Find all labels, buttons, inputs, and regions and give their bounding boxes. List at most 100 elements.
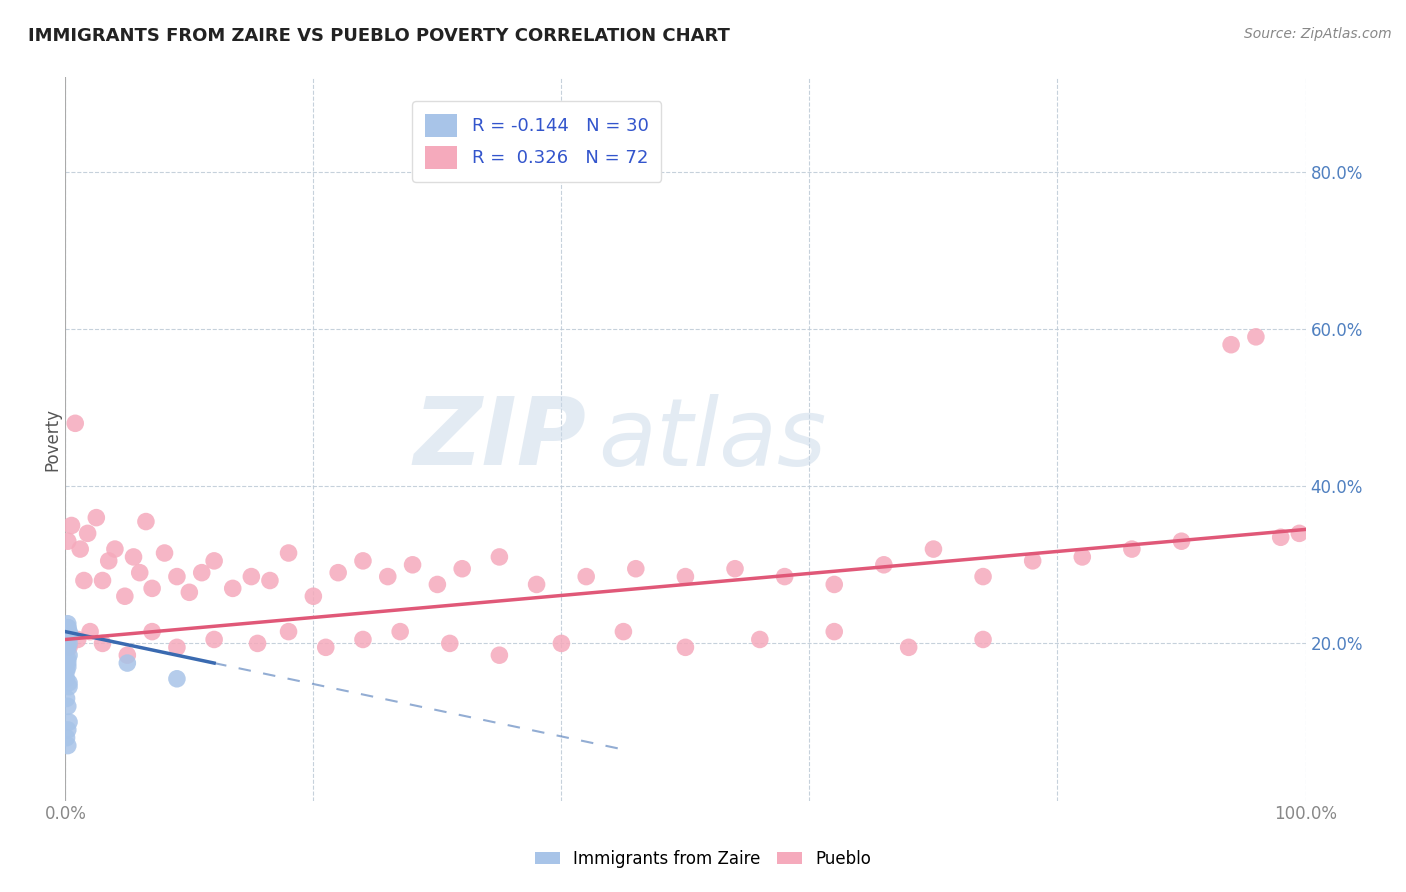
Point: [624, 562, 647, 576]
Point: [1288, 526, 1310, 541]
Point: [56, 699, 79, 714]
Point: [97, 554, 120, 568]
Point: [56, 652, 79, 666]
Point: [451, 562, 474, 576]
Point: [55, 632, 77, 647]
Point: [56, 621, 79, 635]
Point: [141, 624, 163, 639]
Point: [1270, 530, 1292, 544]
Point: [302, 589, 325, 603]
Point: [56, 660, 79, 674]
Point: [117, 648, 139, 663]
Point: [58, 640, 80, 655]
Point: [55, 691, 77, 706]
Point: [1071, 549, 1094, 564]
Point: [673, 569, 696, 583]
Point: [58, 680, 80, 694]
Point: [922, 542, 945, 557]
Legend: R = -0.144   N = 30, R =  0.326   N = 72: R = -0.144 N = 30, R = 0.326 N = 72: [412, 101, 661, 182]
Point: [65, 417, 87, 431]
Point: [823, 577, 845, 591]
Point: [55, 632, 77, 647]
Point: [56, 640, 79, 655]
Point: [873, 558, 896, 572]
Point: [58, 648, 80, 663]
Point: [135, 515, 157, 529]
Point: [377, 569, 399, 583]
Point: [128, 566, 150, 580]
Point: [122, 549, 145, 564]
Point: [114, 589, 136, 603]
Point: [1121, 542, 1143, 557]
Point: [55, 636, 77, 650]
Point: [1220, 337, 1243, 351]
Point: [91, 574, 114, 588]
Point: [575, 569, 598, 583]
Point: [179, 585, 201, 599]
Point: [66, 632, 89, 647]
Point: [166, 672, 188, 686]
Point: [104, 542, 127, 557]
Point: [190, 566, 212, 580]
Point: [972, 632, 994, 647]
Point: [73, 574, 96, 588]
Point: [55, 628, 77, 642]
Point: [202, 554, 225, 568]
Point: [58, 636, 80, 650]
Point: [259, 574, 281, 588]
Point: [328, 566, 350, 580]
Point: [439, 636, 461, 650]
Text: Source: ZipAtlas.com: Source: ZipAtlas.com: [1244, 27, 1392, 41]
Point: [277, 546, 299, 560]
Point: [488, 648, 510, 663]
Point: [773, 569, 796, 583]
Point: [55, 672, 77, 686]
Point: [56, 534, 79, 549]
Point: [56, 621, 79, 635]
Point: [56, 739, 79, 753]
Point: [58, 624, 80, 639]
Point: [153, 546, 176, 560]
Point: [897, 640, 920, 655]
Point: [55, 664, 77, 678]
Point: [352, 632, 374, 647]
Point: [724, 562, 747, 576]
Point: [141, 582, 163, 596]
Point: [748, 632, 770, 647]
Point: [277, 624, 299, 639]
Legend: Immigrants from Zaire, Pueblo: Immigrants from Zaire, Pueblo: [529, 844, 877, 875]
Point: [1021, 554, 1043, 568]
Point: [59, 628, 82, 642]
Point: [246, 636, 269, 650]
Point: [550, 636, 572, 650]
Point: [972, 569, 994, 583]
Point: [1170, 534, 1192, 549]
Point: [79, 624, 101, 639]
Point: [55, 624, 77, 639]
Y-axis label: Poverty: Poverty: [44, 408, 60, 470]
Text: ZIP: ZIP: [413, 393, 586, 485]
Point: [76, 526, 98, 541]
Point: [86, 510, 108, 524]
Point: [240, 569, 263, 583]
Point: [426, 577, 449, 591]
Point: [389, 624, 412, 639]
Point: [91, 636, 114, 650]
Point: [612, 624, 634, 639]
Point: [401, 558, 423, 572]
Point: [488, 549, 510, 564]
Point: [315, 640, 337, 655]
Point: [202, 632, 225, 647]
Point: [823, 624, 845, 639]
Point: [69, 542, 91, 557]
Point: [352, 554, 374, 568]
Point: [58, 714, 80, 729]
Point: [58, 628, 80, 642]
Text: atlas: atlas: [599, 393, 827, 484]
Point: [56, 624, 79, 639]
Text: IMMIGRANTS FROM ZAIRE VS PUEBLO POVERTY CORRELATION CHART: IMMIGRANTS FROM ZAIRE VS PUEBLO POVERTY …: [28, 27, 730, 45]
Point: [56, 656, 79, 670]
Point: [56, 723, 79, 737]
Point: [166, 569, 188, 583]
Point: [60, 518, 83, 533]
